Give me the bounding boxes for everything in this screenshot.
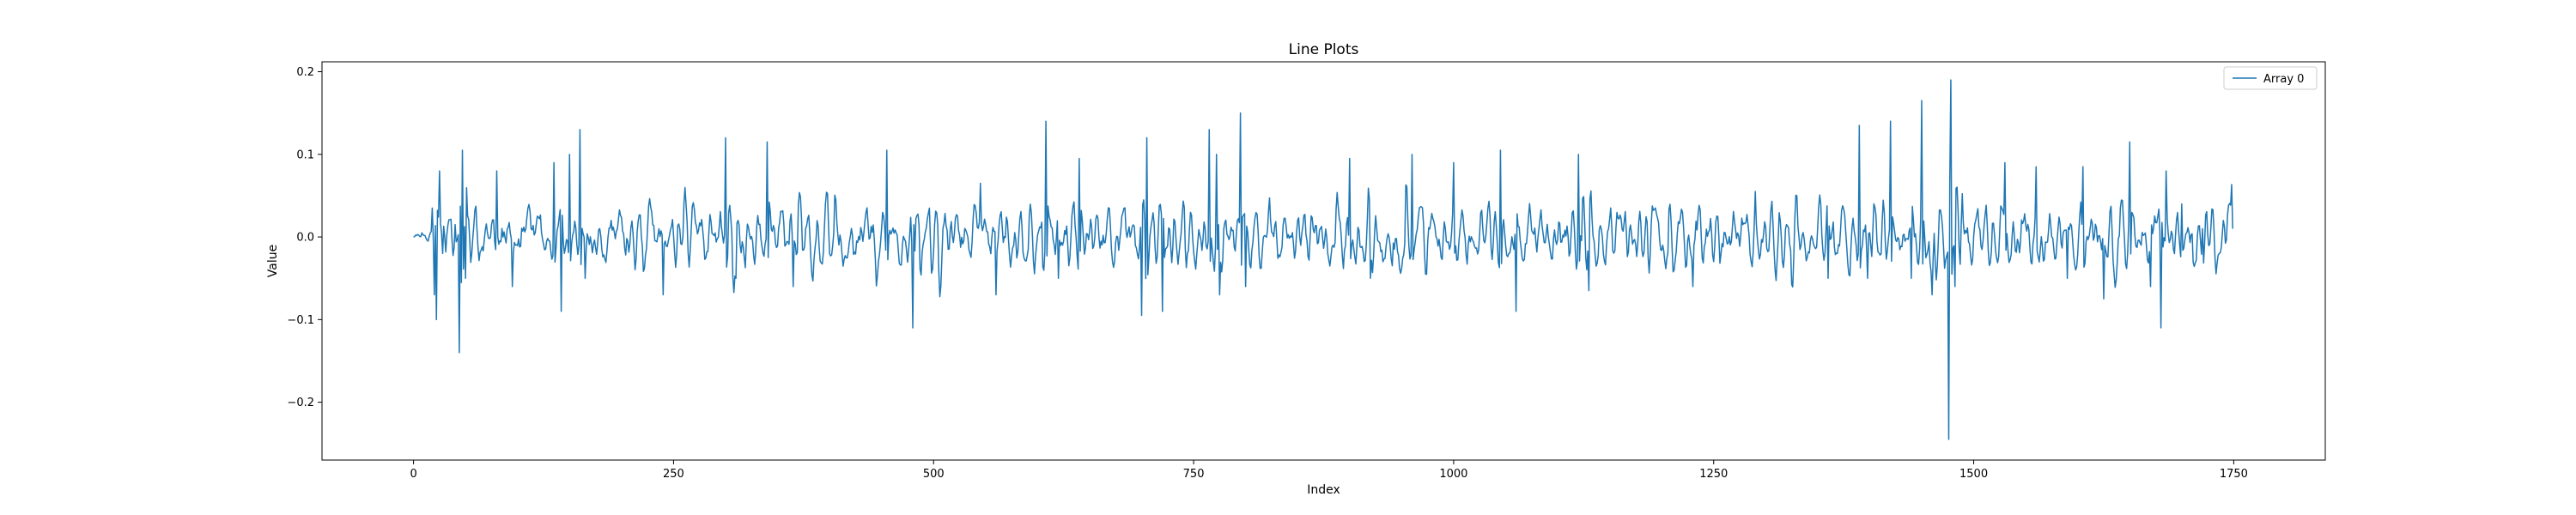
x-tick-label: 1000 — [1439, 468, 1467, 481]
legend-label-array-0: Array 0 — [2263, 73, 2304, 86]
y-tick-label: 0.1 — [296, 148, 314, 161]
plot-area — [413, 79, 2233, 440]
x-axis: 0 250 500 750 1000 1250 1500 1750 — [410, 460, 2248, 481]
x-tick-label: 1750 — [2220, 468, 2248, 481]
x-tick-label: 250 — [663, 468, 684, 481]
y-tick-label: 0.0 — [296, 232, 314, 245]
x-tick-label: 1250 — [1699, 468, 1728, 481]
chart-title: Line Plots — [1289, 41, 1359, 58]
legend-box — [2223, 66, 2318, 90]
y-tick-label: −0.2 — [287, 397, 314, 409]
x-tick-label: 1500 — [1959, 468, 1988, 481]
y-tick-label: −0.1 — [287, 314, 314, 327]
x-tick-label: 0 — [410, 468, 416, 481]
series-line-array-0 — [413, 79, 2233, 440]
plot-frame — [321, 61, 2326, 461]
x-axis-label: Index — [1307, 483, 1340, 497]
y-axis-label: Value — [266, 245, 280, 277]
y-tick-label: 0.2 — [296, 66, 314, 79]
x-tick-label: 750 — [1183, 468, 1205, 481]
y-axis: −0.2 −0.1 0.0 0.1 0.2 — [287, 66, 322, 409]
legend: Array 0 — [2223, 66, 2318, 90]
x-tick-label: 500 — [923, 468, 945, 481]
